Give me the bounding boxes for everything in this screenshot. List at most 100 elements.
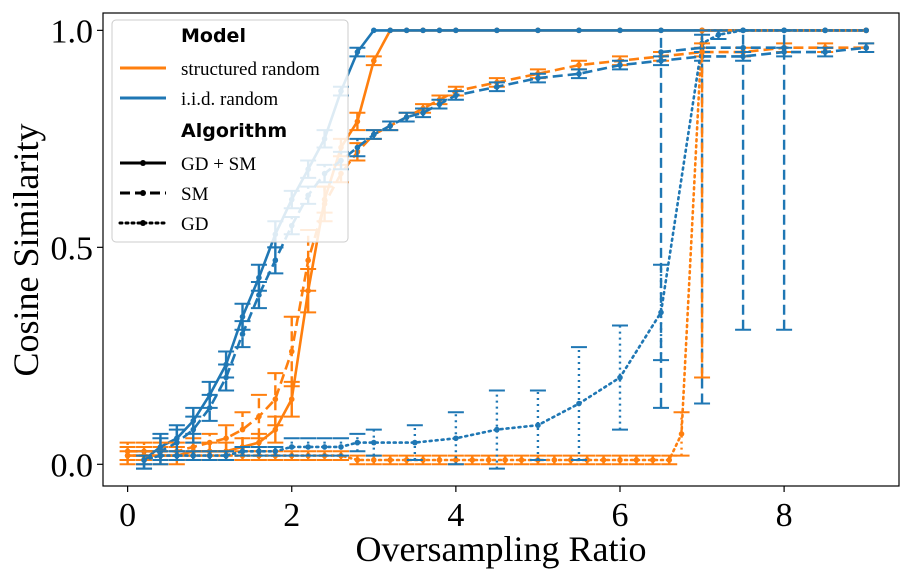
point-i-i-d-random-sm-3-5	[223, 374, 229, 381]
point-i-i-d-random-gd-5-12	[338, 444, 344, 450]
point-structured-random-gd-4-27	[567, 457, 574, 463]
point-i-i-d-random-sm-3-14	[371, 131, 377, 138]
point-structured-random-gd-4-21	[469, 457, 476, 463]
point-i-i-d-random-gd-5-14	[371, 439, 377, 446]
point-structured-random-sm-7-0	[699, 49, 705, 55]
point-i-i-d-random-gd-sm-1-7	[256, 274, 262, 281]
point-i-i-d-random-gd-sm-1-15	[387, 27, 394, 34]
point-structured-random-sm-2-9	[272, 396, 279, 403]
point-i-i-d-random-gd-sm-1-17	[420, 27, 426, 34]
series-line-i-i-d-random-gd-5	[142, 29, 868, 462]
legend-gd-sm-marker	[140, 160, 146, 166]
point-structured-random-gd-sm-0-9	[272, 426, 279, 433]
point-i-i-d-random-gd-sm-1-13	[354, 49, 361, 55]
point-i-i-d-random-gd-5-27	[863, 27, 869, 34]
point-structured-random-gd-4-22	[485, 457, 492, 463]
legend-gd-label: GD	[181, 214, 208, 235]
point-i-i-d-random-gd-5-6	[239, 448, 246, 455]
legend-algorithm-header: Algorithm	[181, 120, 287, 142]
point-i-i-d-random-gd-5-4	[206, 452, 213, 459]
point-structured-random-sm-2-23	[576, 62, 582, 68]
point-structured-random-gd-sm-0-10	[288, 396, 295, 403]
series-line-i-i-d-random-sm-3	[143, 46, 867, 462]
point-structured-random-sm-2-6	[223, 435, 229, 442]
x-tick-label-4: 8	[776, 497, 793, 534]
point-i-i-d-random-gd-5-11	[321, 444, 328, 450]
point-structured-random-gd-4-15	[371, 457, 377, 463]
legend-sm-marker	[140, 190, 146, 196]
x-axis-title: Oversampling Ratio	[356, 529, 647, 569]
point-i-i-d-random-sm-3-16	[403, 114, 410, 120]
point-i-i-d-random-sm-3-23	[617, 62, 623, 68]
point-structured-random-sm-2-5	[206, 439, 213, 446]
point-i-i-d-random-sm-6-0	[658, 49, 664, 55]
point-i-i-d-random-gd-5-2	[174, 452, 180, 459]
point-i-i-d-random-gd-5-1	[157, 452, 164, 459]
point-structured-random-gd-4-28	[584, 457, 590, 463]
point-structured-random-gd-4-32	[650, 457, 656, 463]
point-i-i-d-random-sm-6-2	[740, 44, 746, 51]
point-structured-random-gd-4-29	[600, 457, 607, 463]
legend-sm-label: SM	[181, 184, 209, 205]
point-i-i-d-random-gd-sm-1-23	[617, 27, 623, 34]
x-tick-label-1: 2	[283, 497, 300, 534]
point-i-i-d-random-gd-5-23	[715, 31, 722, 38]
point-structured-random-sm-2-4	[190, 444, 197, 450]
legend-structured-random-label: structured random	[181, 59, 320, 80]
y-tick-label-0: 0.0	[51, 447, 94, 484]
point-i-i-d-random-sm-3-13	[354, 144, 361, 151]
point-structured-random-gd-4-14	[354, 457, 361, 463]
point-i-i-d-random-sm-3-18	[436, 101, 443, 107]
point-structured-random-sm-2-10	[288, 348, 295, 355]
point-structured-random-gd-4-30	[617, 457, 623, 463]
point-i-i-d-random-gd-5-0	[141, 457, 147, 463]
point-structured-random-gd-4-0	[124, 452, 131, 459]
point-structured-random-sm-2-11	[305, 257, 311, 264]
point-i-i-d-random-gd-5-26	[822, 27, 828, 34]
point-structured-random-sm-2-7	[239, 426, 246, 433]
point-i-i-d-random-sm-3-17	[420, 110, 426, 116]
point-i-i-d-random-gd-sm-1-19	[453, 27, 459, 34]
point-i-i-d-random-gd-5-5	[223, 452, 229, 459]
point-structured-random-sm-2-8	[256, 413, 262, 420]
point-structured-random-gd-4-19	[436, 457, 443, 463]
point-i-i-d-random-sm-3-20	[494, 83, 500, 90]
point-structured-random-gd-sm-0-8	[256, 439, 262, 446]
point-i-i-d-random-gd-sm-1-21	[535, 27, 541, 34]
point-i-i-d-random-sm-3-29	[863, 44, 869, 51]
point-i-i-d-random-sm-3-15	[387, 123, 394, 129]
point-i-i-d-random-sm-3-4	[206, 405, 213, 411]
y-tick-label-2: 1.0	[51, 13, 94, 50]
point-i-i-d-random-sm-3-19	[453, 92, 459, 99]
x-tick-label-0: 0	[119, 497, 136, 534]
point-i-i-d-random-sm-3-28	[822, 49, 828, 55]
legend-iid-random-label: i.i.d. random	[181, 89, 278, 110]
y-tick-label-1: 0.5	[51, 230, 94, 267]
point-structured-random-gd-4-31	[633, 457, 640, 463]
point-i-i-d-random-sm-6-1	[699, 44, 705, 51]
point-i-i-d-random-sm-3-22	[576, 70, 582, 77]
point-i-i-d-random-gd-sm-1-14	[371, 27, 377, 34]
point-structured-random-gd-4-34	[678, 431, 685, 437]
point-i-i-d-random-gd-5-15	[412, 439, 418, 446]
point-i-i-d-random-gd-5-9	[288, 444, 295, 450]
point-i-i-d-random-gd-5-8	[272, 448, 279, 455]
point-i-i-d-random-sm-3-8	[272, 257, 279, 264]
point-i-i-d-random-gd-sm-1-22	[576, 27, 582, 34]
point-i-i-d-random-gd-5-16	[453, 435, 459, 442]
legend-gd-sm-label: GD + SM	[181, 154, 256, 175]
point-i-i-d-random-gd-sm-1-16	[403, 27, 410, 34]
point-structured-random-gd-4-20	[453, 457, 459, 463]
point-structured-random-gd-4-17	[403, 457, 410, 463]
point-structured-random-gd-4-23	[502, 457, 508, 463]
point-i-i-d-random-gd-5-10	[305, 444, 311, 450]
point-i-i-d-random-gd-5-18	[535, 422, 541, 429]
series-line-i-i-d-random-sm-6	[660, 46, 785, 54]
point-i-i-d-random-gd-5-20	[617, 374, 623, 381]
y-axis-title: Cosine Similarity	[6, 123, 46, 376]
point-structured-random-gd-sm-0-15	[371, 57, 377, 64]
point-i-i-d-random-gd-5-7	[256, 448, 262, 455]
legend-gd-marker	[140, 220, 146, 226]
